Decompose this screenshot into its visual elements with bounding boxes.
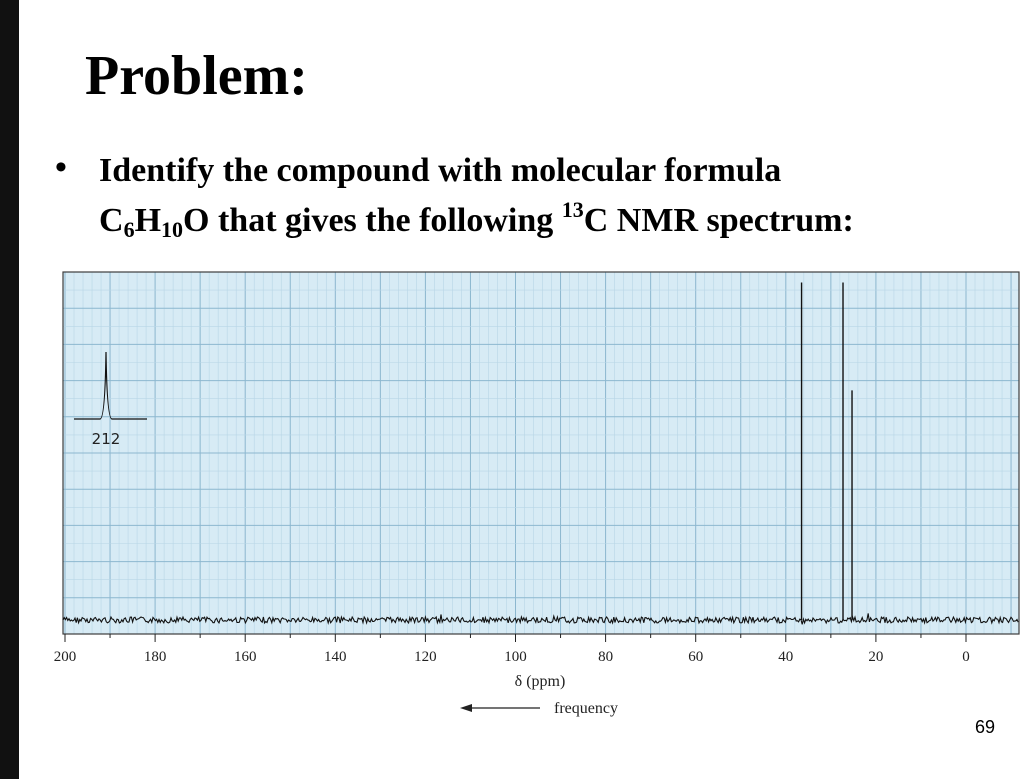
x-tick-label: 100 xyxy=(504,649,527,665)
page-number: 69 xyxy=(975,717,996,737)
bullet-text-part3: C NMR spectrum: xyxy=(583,202,854,239)
x-tick-label: 60 xyxy=(688,649,703,665)
x-tick-label: 40 xyxy=(778,649,793,665)
formula-element: C xyxy=(99,202,124,239)
slide-title: Problem: xyxy=(85,45,308,107)
bullet-text-part2: that gives the following xyxy=(209,202,562,239)
x-tick-label: 160 xyxy=(234,649,257,665)
frequency-label: frequency xyxy=(554,700,618,717)
inset-peak-trace xyxy=(74,351,147,420)
left-edge-bar xyxy=(0,0,19,779)
molecular-formula: C6H10O xyxy=(99,202,210,242)
formula-subscript: 6 xyxy=(123,217,135,242)
isotope-superscript: 13 xyxy=(561,197,584,222)
x-tick-label: 200 xyxy=(54,649,77,665)
formula-element: O xyxy=(183,202,210,239)
bullet-dot: • xyxy=(55,149,67,186)
formula-element: H xyxy=(134,202,162,239)
bullet-text: Identify the compound with molecular for… xyxy=(99,146,1015,246)
x-axis-label: δ (ppm) xyxy=(515,673,566,690)
x-tick-label: 20 xyxy=(868,649,883,665)
x-tick-label: 0 xyxy=(962,649,970,665)
plot-frame xyxy=(62,271,1020,635)
inset-peak-label: 212 xyxy=(92,430,121,448)
x-tick-label: 80 xyxy=(598,649,613,665)
problem-bullet: • Identify the compound with molecular f… xyxy=(55,146,1015,246)
bullet-text-part1: Identify the compound with molecular for… xyxy=(99,152,782,189)
x-tick-label: 140 xyxy=(324,649,347,665)
x-tick-label: 120 xyxy=(414,649,437,665)
formula-subscript: 10 xyxy=(161,217,184,242)
frequency-arrow-head xyxy=(460,704,472,712)
x-tick-label: 180 xyxy=(144,649,167,665)
spectrum-baseline xyxy=(62,613,1019,626)
